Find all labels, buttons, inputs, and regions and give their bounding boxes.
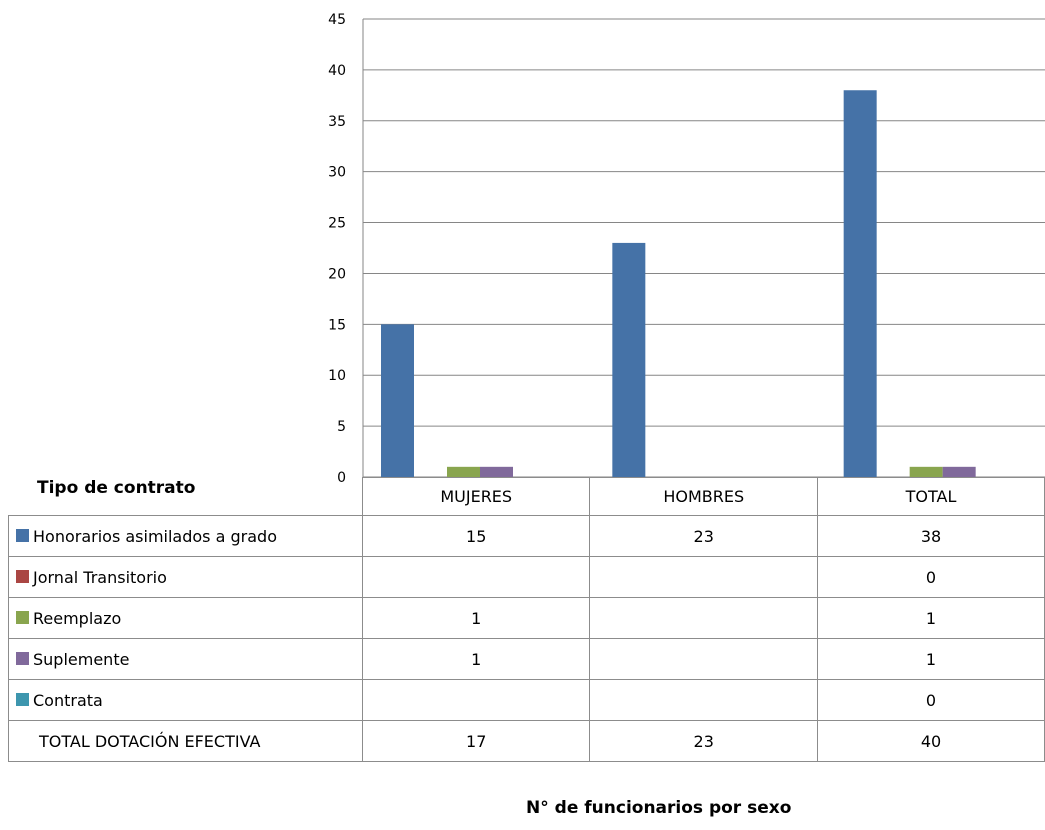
data-label: 0 <box>817 679 1045 721</box>
table-row: Honorarios asimilados a grado 15 23 38 <box>7 515 1045 557</box>
legend-swatch <box>16 570 29 583</box>
table-corner-cell <box>8 477 364 516</box>
legend-swatch <box>16 652 29 665</box>
table-row: Contrata 0 <box>7 679 1045 721</box>
legend-label: Reemplazo <box>33 609 122 628</box>
bar <box>843 90 877 477</box>
legend-label: Honorarios asimilados a grado <box>33 527 277 546</box>
x-tick-label: HOMBRES <box>589 477 819 516</box>
series-name-cell: Honorarios asimilados a grado <box>7 515 364 557</box>
data-table: MUJERES HOMBRES TOTAL Honorarios asimilados… <box>7 477 1045 762</box>
table-total-row: TOTAL DOTACIÓN EFECTIVA 17 23 40 <box>7 720 1045 762</box>
series-name-cell: Jornal Transitorio <box>7 556 364 598</box>
bar <box>942 466 976 477</box>
bar <box>612 242 646 477</box>
data-label: 0 <box>817 556 1045 598</box>
x-tick-label: TOTAL <box>817 477 1045 516</box>
y-tick-label: 20 <box>328 266 346 282</box>
bar <box>381 324 414 477</box>
y-tick-label: 35 <box>328 114 346 130</box>
legend-label: Suplemente <box>33 650 130 669</box>
y-tick-label: 40 <box>328 63 346 79</box>
y-tick-label: 30 <box>328 165 346 181</box>
y-tick-label: 45 <box>328 12 346 28</box>
data-label: 1 <box>817 638 1045 680</box>
y-tick-label: 5 <box>337 419 346 435</box>
data-label: 1 <box>362 638 591 680</box>
bar <box>909 466 943 477</box>
legend-label: Jornal Transitorio <box>33 568 167 587</box>
total-value: 23 <box>589 720 819 762</box>
data-label <box>589 679 819 721</box>
y-tick-label: 25 <box>328 216 346 232</box>
bar <box>447 466 480 477</box>
total-row-label: TOTAL DOTACIÓN EFECTIVA <box>7 720 364 762</box>
data-label <box>589 638 819 680</box>
total-value: 17 <box>362 720 591 762</box>
total-value: 40 <box>817 720 1045 762</box>
data-label <box>362 556 591 598</box>
legend-swatch <box>16 529 29 542</box>
bar <box>480 466 513 477</box>
table-header-row: MUJERES HOMBRES TOTAL <box>8 477 1045 516</box>
y-tick-label: 15 <box>328 317 346 333</box>
legend-swatch <box>16 611 29 624</box>
data-label: 23 <box>589 515 819 557</box>
series-name-cell: Reemplazo <box>7 597 364 639</box>
data-label: 15 <box>362 515 591 557</box>
data-label <box>589 597 819 639</box>
table-row: Suplemente 1 1 <box>7 638 1045 680</box>
data-label <box>362 679 591 721</box>
table-row: Jornal Transitorio 0 <box>7 556 1045 598</box>
legend-label: Contrata <box>33 691 103 710</box>
x-tick-label: MUJERES <box>362 477 591 516</box>
data-label: 38 <box>817 515 1045 557</box>
data-label: 1 <box>817 597 1045 639</box>
legend-swatch <box>16 693 29 706</box>
y-tick-label: 10 <box>328 368 346 384</box>
table-row: Reemplazo 1 1 <box>7 597 1045 639</box>
data-label <box>589 556 819 598</box>
series-name-cell: Contrata <box>7 679 364 721</box>
data-label: 1 <box>362 597 591 639</box>
x-axis-title: N° de funcionarios por sexo <box>526 798 792 818</box>
total-label-text: TOTAL DOTACIÓN EFECTIVA <box>39 732 261 751</box>
series-name-cell: Suplemente <box>7 638 364 680</box>
